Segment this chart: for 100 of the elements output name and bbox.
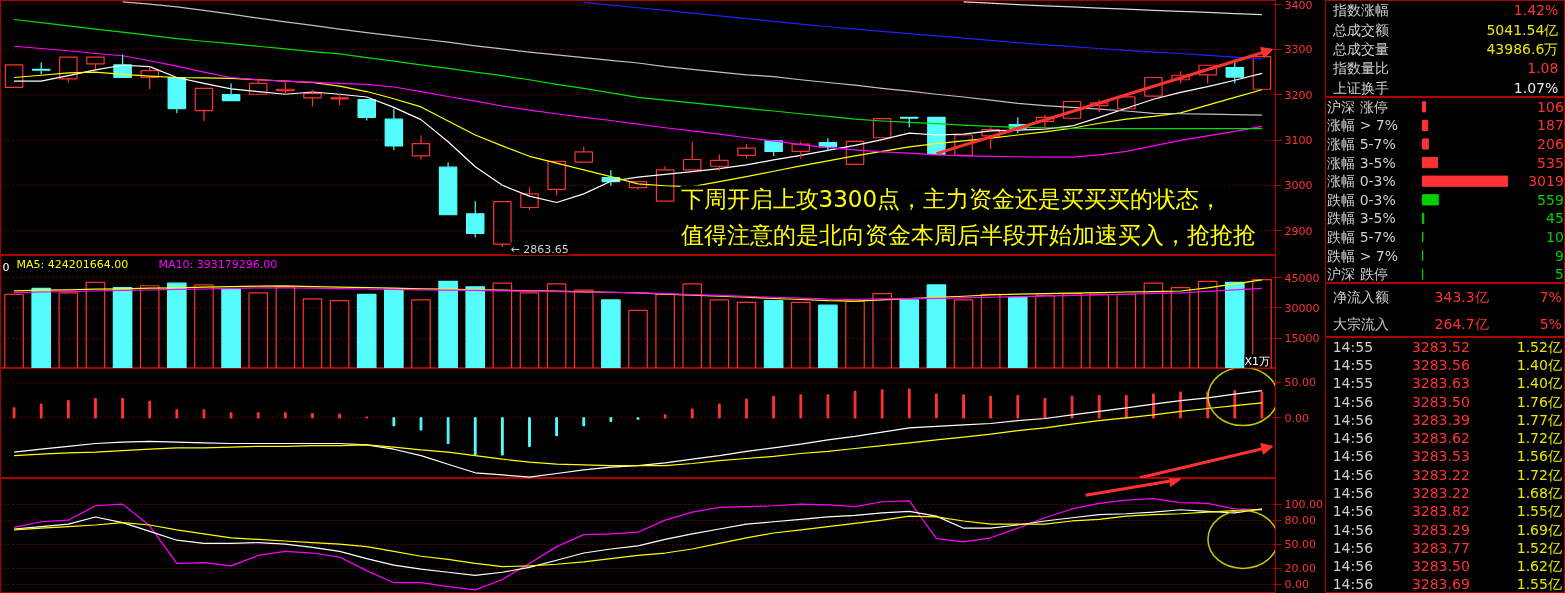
bar (411, 299, 431, 368)
text: 1.07% (1513, 79, 1559, 96)
text: 343.3亿 (1434, 289, 1489, 305)
bar (736, 301, 757, 368)
text: 3283.53 (1411, 448, 1470, 465)
bar (302, 298, 323, 368)
text: 14:55 (1332, 356, 1374, 373)
text: 3283.39 (1411, 411, 1470, 428)
bar (601, 299, 621, 368)
y-tick-label: 跌幅 0-3% (1327, 191, 1396, 208)
text: 1.52亿 (1516, 338, 1562, 355)
text: 3283.62 (1411, 430, 1470, 447)
data-label: 206 (1537, 136, 1564, 152)
text: 总成交量 (1331, 41, 1389, 57)
y-tick-label: 2900 (1284, 224, 1313, 238)
y-tick-label: 80.00 (1284, 514, 1316, 528)
line-series (13, 402, 1263, 467)
data-label: 5 (1554, 266, 1564, 283)
text: 14:56 (1332, 539, 1374, 556)
annotation: 下周开启上攻3300点，主力资金还是买买买的状态， (680, 185, 1223, 212)
line-series (13, 18, 1263, 130)
bar (139, 285, 160, 368)
text: 3283.63 (1411, 375, 1470, 392)
text: 大宗流入 (1332, 316, 1389, 332)
bar (1422, 156, 1439, 169)
text: 1.55亿 (1516, 576, 1562, 593)
text: 1.55亿 (1516, 503, 1562, 520)
bar (790, 301, 811, 368)
text: 1.52亿 (1516, 539, 1562, 556)
text: 1.69亿 (1516, 521, 1562, 538)
text: 1.42% (1513, 2, 1559, 19)
y-tick-label: 30000 (1284, 301, 1320, 315)
text: 1.72亿 (1516, 430, 1562, 447)
y-tick-label: 20.00 (1284, 562, 1316, 576)
y-tick-label: 0.00 (1284, 411, 1309, 425)
text: 14:56 (1332, 466, 1374, 483)
bar (384, 288, 404, 368)
bar (1422, 101, 1427, 113)
bar (438, 280, 458, 368)
y-tick-label: 3400 (1284, 0, 1313, 12)
bar (872, 293, 892, 368)
bar (546, 283, 567, 368)
bar (1197, 280, 1218, 368)
data-label: 187 (1537, 117, 1564, 134)
data-label: 559 (1537, 191, 1564, 208)
text: 1.08 (1527, 60, 1559, 77)
bar (492, 282, 513, 368)
text: 5041.54亿 (1486, 21, 1559, 38)
bar (1422, 194, 1439, 206)
bar (1143, 282, 1164, 368)
text: 1.68亿 (1516, 484, 1562, 501)
bar (682, 283, 703, 368)
text: 264.7亿 (1434, 316, 1489, 332)
annotation: ← 2863.65 (510, 242, 569, 256)
annotation: 0 (2, 260, 10, 274)
text: 14:56 (1332, 503, 1374, 520)
line-series (13, 287, 1263, 301)
text: 1.62亿 (1516, 558, 1562, 575)
line-series (962, 1, 1263, 16)
y-tick-label: 3300 (1284, 43, 1313, 57)
bar (356, 293, 377, 368)
line-series (13, 390, 1263, 478)
text: 1.56亿 (1516, 448, 1562, 465)
bar (818, 304, 838, 368)
text: 14:56 (1332, 448, 1374, 465)
text: 3283.22 (1411, 466, 1470, 483)
text: 14:56 (1332, 484, 1374, 501)
text: 3283.22 (1411, 484, 1470, 501)
y-tick-label: 跌幅 5-7% (1327, 229, 1396, 245)
y-tick-label: 涨幅 0-3% (1327, 173, 1396, 190)
text: 1.72亿 (1516, 466, 1562, 483)
y-tick-label: 15000 (1284, 332, 1320, 346)
text: 14:55 (1332, 375, 1374, 392)
annotation: MA10: 393179296.00 (158, 257, 278, 271)
y-tick-label: 3200 (1284, 88, 1313, 102)
text: 14:56 (1332, 576, 1374, 593)
text: 3283.56 (1411, 356, 1470, 373)
y-tick-label: 沪深 跌停 (1327, 266, 1388, 283)
bar (709, 299, 730, 368)
bar (1422, 119, 1429, 132)
y-tick-label: 3000 (1284, 179, 1313, 193)
bar (519, 292, 540, 368)
annotation: 值得注意的是北向资金本周后半段开始加速买入，抢抢抢 (680, 221, 1256, 248)
bar (763, 300, 784, 368)
text: 3283.69 (1411, 576, 1470, 593)
candlestick (384, 108, 404, 151)
text: 14:56 (1332, 521, 1374, 538)
bar (1224, 281, 1245, 368)
bar (194, 284, 214, 368)
text: 5% (1539, 316, 1562, 332)
bar (899, 299, 920, 368)
bar (1422, 138, 1429, 150)
text: 指数涨幅 (1331, 2, 1389, 19)
text: 1.40亿 (1516, 375, 1562, 392)
data-label: 106 (1537, 98, 1564, 115)
text: 43986.6万 (1486, 41, 1559, 57)
text: 上证换手 (1332, 79, 1389, 96)
y-tick-label: 涨幅 5-7% (1327, 136, 1396, 152)
bar (1170, 286, 1191, 368)
annotation: MA5: 424201664.00 (16, 257, 129, 271)
